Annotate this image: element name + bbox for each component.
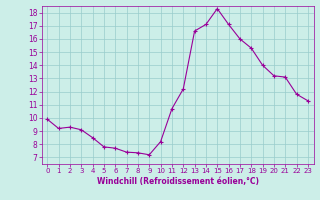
X-axis label: Windchill (Refroidissement éolien,°C): Windchill (Refroidissement éolien,°C): [97, 177, 259, 186]
